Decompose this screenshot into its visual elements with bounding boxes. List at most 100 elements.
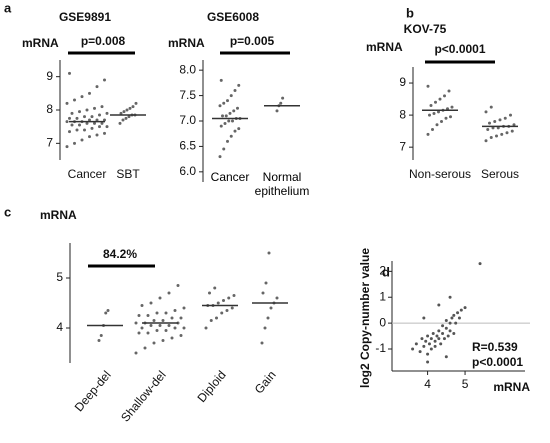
data-point	[226, 139, 229, 143]
data-point	[422, 344, 426, 348]
data-point	[269, 306, 273, 310]
y-axis-label: log2 Copy-number value	[358, 248, 372, 388]
data-point	[219, 78, 223, 82]
data-point	[218, 104, 222, 108]
data-point	[68, 116, 71, 120]
data-point	[78, 123, 81, 127]
data-point	[208, 291, 211, 295]
data-point	[505, 131, 509, 135]
data-point	[167, 324, 171, 327]
data-point	[100, 121, 104, 125]
data-point	[80, 95, 84, 99]
data-point	[424, 339, 428, 343]
y-axis-label: mRNA	[168, 36, 205, 50]
data-point	[500, 132, 504, 136]
data-point	[182, 306, 186, 310]
data-point	[134, 321, 138, 325]
data-point	[173, 326, 177, 330]
data-point	[119, 111, 123, 115]
data-point	[233, 129, 237, 133]
data-point	[493, 120, 497, 124]
data-point	[93, 121, 96, 125]
data-point	[237, 127, 241, 131]
data-point	[98, 113, 101, 117]
data-point	[105, 125, 109, 129]
data-point	[164, 329, 168, 332]
data-point	[121, 118, 125, 122]
data-point	[447, 89, 451, 93]
data-point	[161, 339, 165, 342]
data-point	[161, 319, 165, 322]
data-point	[170, 316, 174, 320]
data-point	[99, 334, 103, 337]
annotation: 84.2%	[103, 247, 137, 261]
data-point	[456, 311, 460, 315]
data-point	[228, 111, 232, 115]
data-point	[411, 347, 415, 351]
data-point	[93, 106, 96, 110]
x-tick-label: Normal epithelium	[254, 170, 310, 198]
data-point	[512, 123, 516, 127]
data-point	[491, 126, 495, 130]
x-tick-label-box: Cancer	[211, 170, 250, 184]
data-point	[83, 128, 86, 132]
data-point	[263, 326, 267, 330]
y-axis-label: mRNA	[22, 36, 59, 50]
data-point	[224, 114, 228, 118]
data-point	[503, 116, 507, 120]
data-point	[439, 342, 443, 346]
data-point	[90, 115, 94, 119]
y-axis-label: mRNA	[40, 208, 77, 222]
data-point	[179, 334, 183, 337]
data-point	[230, 306, 234, 310]
data-point	[446, 107, 449, 111]
data-point	[103, 78, 106, 82]
data-point	[218, 155, 222, 159]
data-point	[435, 123, 439, 127]
y-tick-label: 7.0	[179, 113, 196, 127]
data-point	[459, 308, 463, 312]
data-point	[222, 147, 226, 151]
data-point	[478, 262, 482, 266]
data-point	[437, 329, 441, 333]
data-point	[170, 336, 174, 340]
data-point	[260, 341, 264, 345]
data-point	[149, 324, 153, 327]
data-point	[450, 316, 454, 320]
data-point	[140, 304, 144, 307]
data-point	[236, 106, 239, 110]
data-point	[426, 84, 430, 88]
chart-title: GSE6008	[207, 10, 259, 24]
data-point	[435, 334, 439, 338]
data-point	[155, 311, 159, 315]
data-point	[420, 337, 424, 341]
data-point	[88, 135, 91, 139]
data-point	[223, 122, 227, 126]
data-point	[95, 85, 99, 89]
panel-label: c	[4, 204, 11, 219]
data-point	[488, 121, 491, 125]
y-tick-label: 6.0	[179, 164, 196, 178]
data-point	[97, 339, 101, 342]
data-point	[222, 101, 226, 105]
data-point	[422, 316, 426, 320]
data-point	[90, 126, 94, 130]
data-point	[227, 296, 231, 300]
data-point	[179, 316, 183, 320]
data-point	[437, 110, 440, 114]
data-point	[446, 334, 450, 338]
data-point	[231, 119, 234, 123]
data-point	[85, 108, 89, 112]
data-point	[449, 115, 452, 119]
y-tick-label: 0	[379, 315, 386, 329]
data-point	[158, 296, 162, 300]
data-point	[216, 301, 220, 305]
data-point	[106, 309, 110, 312]
data-point	[68, 71, 71, 75]
data-point	[431, 128, 434, 132]
x-tick-label: SBT	[116, 167, 140, 181]
x-axis-label: mRNA	[493, 380, 530, 394]
data-point	[484, 110, 488, 114]
data-point	[100, 105, 104, 109]
data-point	[229, 94, 233, 98]
